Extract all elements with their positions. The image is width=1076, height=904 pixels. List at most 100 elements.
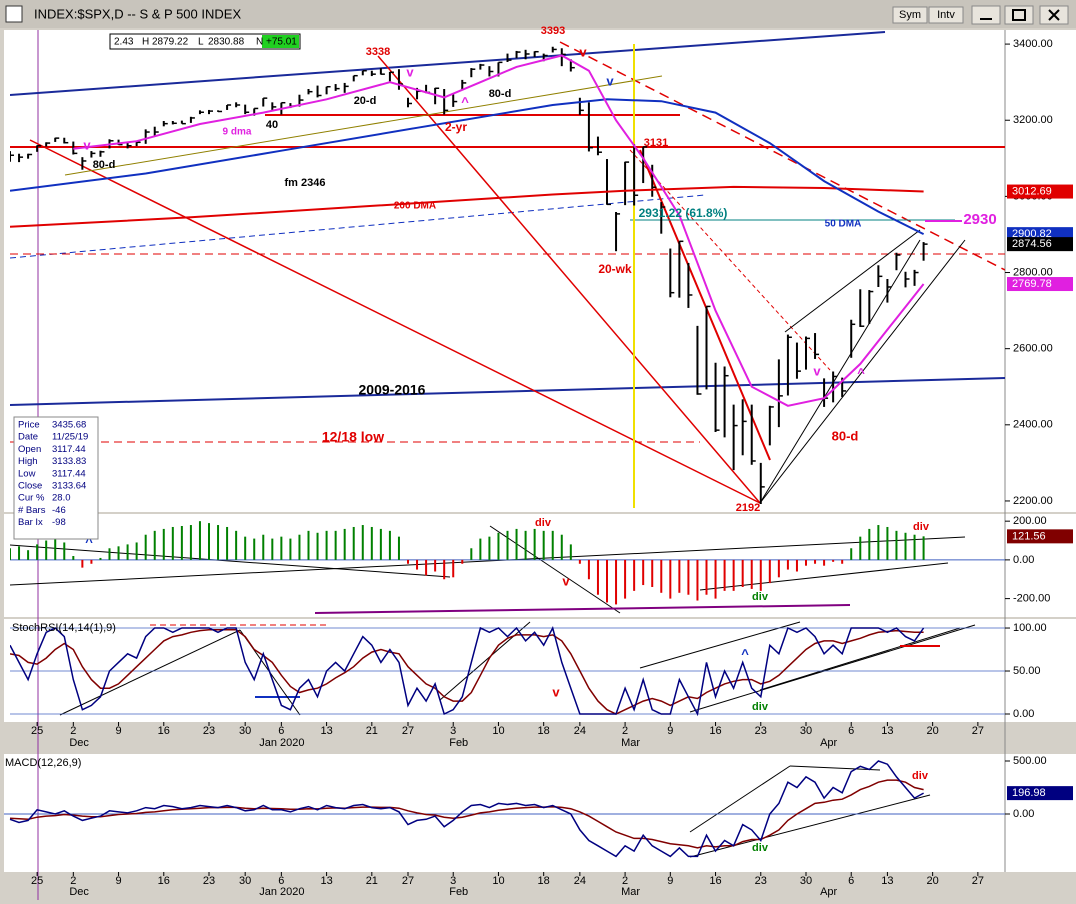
histogram-bar — [63, 542, 66, 560]
x-tick-label: 6 — [848, 725, 854, 737]
quote-field: H — [142, 37, 149, 48]
histogram-bar — [343, 528, 346, 560]
intv-button-label[interactable]: Intv — [937, 9, 955, 21]
quote-field: L — [198, 37, 204, 48]
intv-button[interactable] — [928, 6, 964, 24]
month-label: Feb — [449, 886, 468, 898]
trendline — [784, 229, 921, 333]
data-window-label: Price — [18, 420, 40, 431]
annotation: ^ — [85, 534, 93, 549]
trendline — [314, 604, 851, 614]
plot-area — [10, 621, 1005, 717]
histogram-bar — [298, 534, 301, 560]
plot-area — [10, 521, 1005, 614]
app-icon — [5, 5, 23, 23]
sym-button-label[interactable]: Sym — [899, 9, 921, 21]
histogram-bar — [271, 538, 274, 560]
histogram-bar — [832, 559, 835, 562]
trendline — [689, 624, 976, 713]
histogram-bar — [732, 559, 735, 591]
y-tick-label: 100.00 — [1013, 622, 1047, 634]
y-tick-label: 500.00 — [1013, 755, 1047, 767]
histogram-bar — [144, 534, 147, 560]
histogram-bar — [90, 559, 93, 564]
histogram-bar — [45, 540, 48, 560]
x-tick-label: 9 — [667, 875, 673, 887]
histogram-bar — [126, 544, 129, 560]
histogram-bar — [10, 548, 11, 560]
close-icon — [1048, 9, 1060, 21]
x-tick-label: 20 — [927, 875, 939, 887]
histogram-bar — [642, 559, 645, 586]
x-tick-label: 13 — [881, 875, 893, 887]
histogram-bar — [470, 548, 473, 560]
minimize-button[interactable] — [971, 5, 1001, 25]
moving-average — [10, 98, 925, 235]
trendline — [629, 149, 831, 371]
x-tick-label: 16 — [158, 725, 170, 737]
histogram-bar — [370, 526, 373, 560]
histogram-bar — [407, 559, 409, 564]
macd-panel — [4, 754, 1076, 872]
histogram-bar — [587, 559, 590, 580]
stochrsi-panel — [4, 619, 1076, 722]
histogram-bar — [226, 526, 229, 560]
histogram-bar — [18, 546, 21, 560]
y-tick-label: 2200.00 — [1013, 495, 1053, 507]
annotation: div — [913, 521, 930, 533]
x-tick-label: 23 — [755, 725, 767, 737]
histogram-bar — [198, 521, 201, 560]
y-tick-label: 3400.00 — [1013, 38, 1053, 50]
x-tick-label: 9 — [667, 725, 673, 737]
indicator-line — [9, 779, 924, 849]
annotation: div — [752, 701, 769, 713]
annotation: fm 2346 — [285, 177, 326, 189]
x-tick-label: 9 — [115, 725, 121, 737]
last-value-box — [1007, 529, 1073, 544]
histogram-bar — [542, 530, 545, 560]
data-window-value: 3133.64 — [52, 481, 86, 492]
histogram-bar — [171, 526, 174, 560]
annotation: ^ — [741, 646, 749, 661]
histogram-bar — [877, 525, 880, 560]
maximize-button[interactable] — [1004, 5, 1034, 25]
x-tick-label: 27 — [402, 875, 414, 887]
quote-change-bg — [262, 35, 299, 48]
last-value-box — [1007, 277, 1073, 292]
trendline — [64, 75, 663, 176]
y-tick-label: 2600.00 — [1013, 343, 1053, 355]
histogram-bar — [814, 559, 817, 564]
histogram-bar — [416, 559, 419, 570]
annotation: 80-d — [832, 428, 859, 443]
trendline — [29, 139, 761, 504]
histogram-bar — [434, 559, 437, 572]
x-tick-label: 6 — [278, 875, 284, 887]
histogram-bar — [615, 559, 618, 605]
histogram-bar — [678, 559, 681, 593]
trendline — [689, 765, 791, 833]
month-label: Jan 2020 — [259, 886, 304, 898]
histogram-bar — [759, 559, 762, 591]
trendline — [10, 377, 1005, 406]
x-tick-label: 13 — [881, 725, 893, 737]
annotation: div — [752, 591, 769, 603]
trendline — [59, 629, 241, 716]
last-value-label: 2900.82 — [1012, 228, 1052, 240]
annotation: 2931.22 (61.8%) — [639, 206, 728, 220]
sym-button[interactable] — [892, 6, 928, 24]
histogram-bar — [153, 530, 156, 560]
annotation: 2009-2016 — [359, 382, 426, 398]
histogram-bar — [388, 530, 391, 560]
window-title: INDEX:$SPX,D -- S & P 500 INDEX — [34, 6, 241, 21]
histogram-bar — [895, 530, 898, 560]
annotation: 2192 — [736, 502, 760, 514]
histogram-bar — [262, 534, 265, 560]
x-tick-label: 18 — [538, 875, 550, 887]
data-window-label: # Bars — [18, 505, 46, 516]
trendline — [689, 794, 931, 858]
trendline — [639, 149, 771, 461]
histogram-bar — [397, 536, 400, 560]
histogram-bar — [217, 525, 220, 560]
annotation: 3393 — [541, 25, 565, 37]
